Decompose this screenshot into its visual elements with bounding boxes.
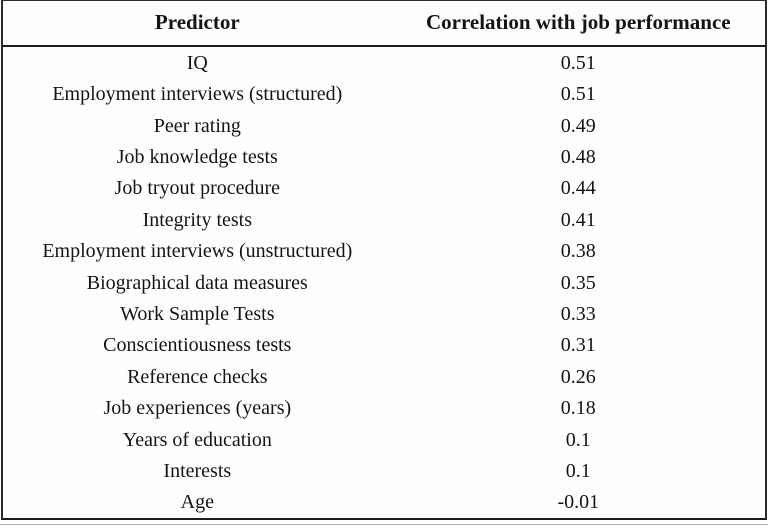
table-row: IQ 0.51	[3, 47, 765, 78]
table-row: Years of education 0.1	[3, 424, 765, 455]
predictor-cell: Integrity tests	[142, 208, 253, 231]
correlation-cell: 0.48	[560, 145, 596, 168]
table-row: Employment interviews (structured) 0.51	[3, 78, 765, 109]
table-row: Reference checks 0.26	[3, 361, 765, 392]
predictor-cell: Job experiences (years)	[103, 397, 292, 420]
table-row: Job experiences (years) 0.18	[3, 392, 765, 423]
table-row: Peer rating 0.49	[3, 110, 765, 141]
predictor-cell: Years of education	[122, 428, 272, 451]
table-row: Job knowledge tests 0.48	[3, 141, 765, 172]
correlation-cell: 0.26	[560, 365, 596, 388]
table-header-row: Predictor Correlation with job performan…	[3, 1, 765, 47]
header-correlation: Correlation with job performance	[425, 10, 731, 35]
table-row: Employment interviews (unstructured) 0.3…	[3, 235, 765, 266]
predictor-cell: Biographical data measures	[86, 271, 308, 294]
predictor-correlation-table: Predictor Correlation with job performan…	[1, 0, 767, 520]
predictor-cell: Job knowledge tests	[116, 145, 278, 168]
bottom-secondary-rule	[0, 524, 768, 525]
correlation-cell: 0.51	[560, 83, 596, 106]
correlation-cell: 0.49	[560, 114, 596, 137]
table-row: Job tryout procedure 0.44	[3, 173, 765, 204]
predictor-cell: Age	[180, 491, 214, 514]
predictor-cell: IQ	[186, 51, 208, 74]
predictor-cell: Peer rating	[153, 114, 241, 137]
table-row: Interests 0.1	[3, 455, 765, 486]
correlation-cell: 0.31	[560, 334, 596, 357]
correlation-cell: 0.33	[560, 302, 596, 325]
predictor-cell: Job tryout procedure	[114, 177, 281, 200]
correlation-cell: 0.35	[560, 271, 596, 294]
table-row: Work Sample Tests 0.33	[3, 298, 765, 329]
predictor-cell: Employment interviews (structured)	[52, 83, 343, 106]
predictor-cell: Conscientiousness tests	[103, 334, 292, 357]
table-row: Biographical data measures 0.35	[3, 267, 765, 298]
correlation-cell: 0.51	[560, 51, 596, 74]
correlation-cell: 0.18	[560, 397, 596, 420]
predictor-cell: Employment interviews (unstructured)	[42, 240, 353, 263]
predictor-cell: Reference checks	[127, 365, 268, 388]
correlation-cell: 0.38	[560, 240, 596, 263]
table-row: Conscientiousness tests 0.31	[3, 330, 765, 361]
table-row: Age -0.01	[3, 487, 765, 518]
correlation-cell: -0.01	[557, 491, 600, 514]
correlation-cell: 0.1	[565, 459, 591, 482]
correlation-cell: 0.41	[560, 208, 596, 231]
table-body: IQ 0.51 Employment interviews (structure…	[3, 47, 765, 518]
predictor-cell: Interests	[163, 459, 232, 482]
table-row: Integrity tests 0.41	[3, 204, 765, 235]
correlation-cell: 0.1	[565, 428, 591, 451]
correlation-cell: 0.44	[560, 177, 596, 200]
predictor-cell: Work Sample Tests	[120, 302, 275, 325]
header-predictor: Predictor	[154, 10, 240, 35]
